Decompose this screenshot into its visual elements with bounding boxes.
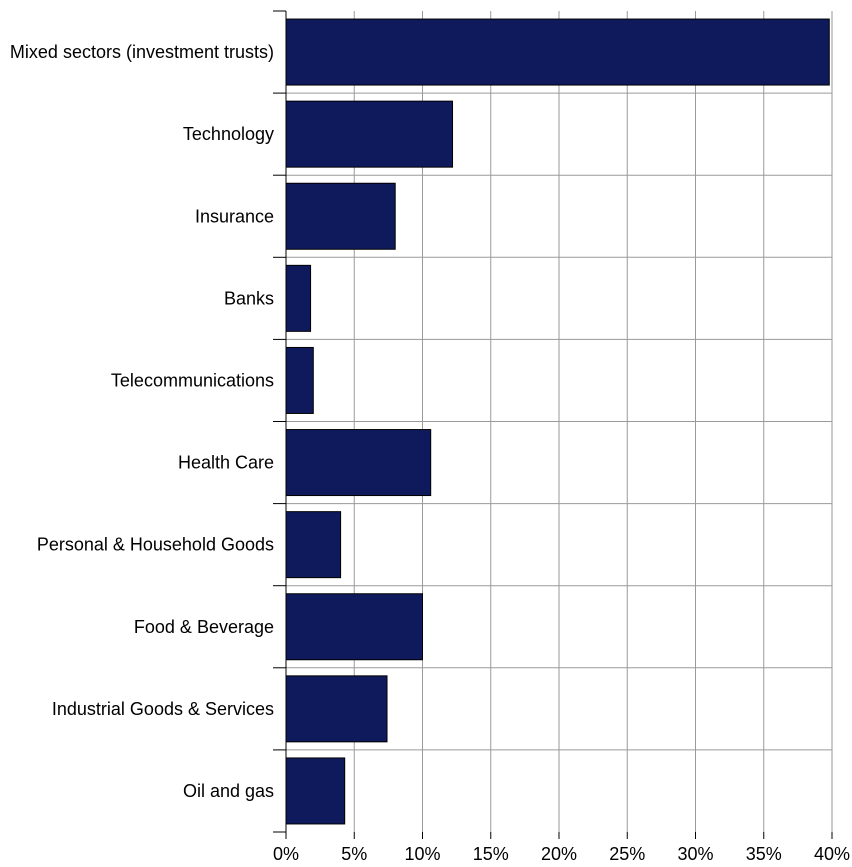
x-tick-label: 40%: [814, 844, 850, 864]
x-tick-label: 20%: [541, 844, 577, 864]
bar: [285, 429, 432, 497]
x-tick-label: 0%: [273, 844, 299, 864]
bar: [285, 593, 423, 661]
bar: [285, 182, 396, 250]
category-label: Telecommunications: [111, 370, 274, 390]
bar: [285, 264, 312, 332]
category-label: Mixed sectors (investment trusts): [10, 42, 274, 62]
category-label: Health Care: [178, 453, 274, 473]
bar: [285, 511, 342, 579]
x-tick-label: 25%: [609, 844, 645, 864]
category-label: Insurance: [195, 206, 274, 226]
axes: [273, 10, 833, 839]
category-label: Industrial Goods & Services: [52, 699, 274, 719]
x-tick-label: 5%: [341, 844, 367, 864]
bar: [285, 675, 388, 743]
category-labels: Mixed sectors (investment trusts) Technol…: [10, 42, 274, 801]
bar: [285, 346, 314, 414]
bar: [285, 757, 346, 825]
x-tick-label: 15%: [473, 844, 509, 864]
x-tick-label: 30%: [677, 844, 713, 864]
bar: [285, 100, 454, 168]
bar: [285, 18, 830, 86]
category-label: Technology: [183, 124, 274, 144]
category-label: Banks: [224, 288, 274, 308]
gridlines: [286, 11, 833, 832]
x-tick-labels: 0% 5% 10% 15% 20% 25% 30% 35% 40%: [273, 844, 850, 864]
category-label: Personal & Household Goods: [37, 535, 274, 555]
bars: [285, 18, 830, 825]
category-label: Food & Beverage: [134, 617, 274, 637]
category-label: Oil and gas: [183, 781, 274, 801]
x-tick-label: 10%: [404, 844, 440, 864]
x-tick-label: 35%: [746, 844, 782, 864]
